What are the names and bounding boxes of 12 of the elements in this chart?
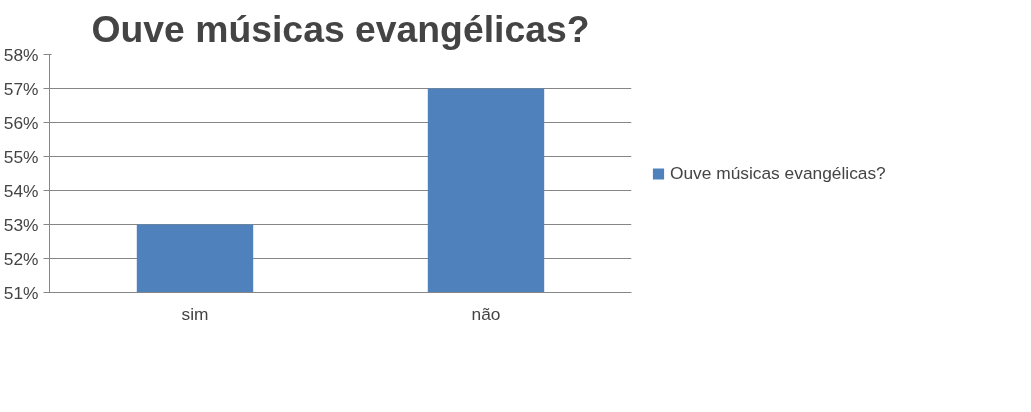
y-tick-label: 54% bbox=[3, 180, 39, 201]
y-tick-label: 51% bbox=[3, 282, 39, 303]
y-tick-label: 58% bbox=[3, 44, 39, 65]
chart-title: Ouve músicas evangélicas? bbox=[91, 7, 590, 50]
y-tick-label: 53% bbox=[3, 214, 39, 235]
x-tick-label: não bbox=[471, 303, 501, 324]
y-tick-label: 57% bbox=[3, 78, 39, 99]
y-tick-label: 55% bbox=[3, 146, 39, 167]
y-tick-label: 52% bbox=[3, 248, 39, 269]
x-tick-label: sim bbox=[181, 303, 209, 324]
legend-label: Ouve músicas evangélicas? bbox=[670, 162, 886, 184]
y-tick-label: 56% bbox=[3, 112, 39, 133]
